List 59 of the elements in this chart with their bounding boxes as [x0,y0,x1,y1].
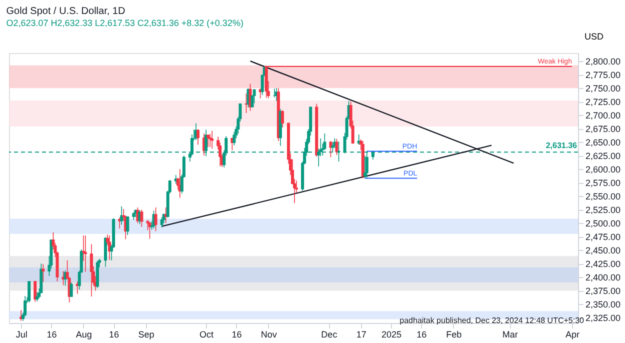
y-axis-title: USD [584,32,604,42]
y-tick-label: 2,750.00 [586,84,621,94]
y-tick-label: 2,700.00 [586,110,621,121]
x-tick-label: Aug [76,330,92,340]
x-tick-label: Dec [321,330,338,340]
x-tick-label: Feb [446,330,462,340]
x-tick-label: Mar [502,330,518,340]
y-tick-label: 2,650.00 [586,138,621,148]
candlestick [90,244,93,297]
x-tick-label: Apr [565,330,580,340]
y-tick-label: 2,600.00 [586,164,621,175]
y-tick-label: 2,575.00 [586,178,621,188]
x-tick-label: Sep [138,330,154,340]
y-tick-label: 2,525.00 [586,205,621,216]
candlestick [96,260,99,288]
y-tick-label: 2,725.00 [586,97,621,108]
candlestick [196,128,200,146]
candlestick [126,216,130,236]
y-tick-label: 2,775.00 [586,70,621,80]
y-tick-label: 2,475.00 [586,232,621,242]
x-tick-label: 16 [46,330,57,340]
candlestick [140,209,144,228]
y-tick-label: 2,325.00 [586,313,621,324]
candlestick [280,110,284,128]
candlestick [154,207,158,232]
candlestick [160,216,164,228]
x-tick-label: 16 [109,330,120,340]
candlestick [36,292,39,302]
x-tick-label: Jul [16,330,28,340]
annotation: padhaitak published, Dec 23, 2024 12:48 UTC+5:30 [400,316,585,325]
candlestick [70,282,73,297]
ref-line-label: 2,631.36 [546,141,578,150]
candlestick [42,264,45,282]
x-tick-label: 2025 [382,330,402,340]
y-tick-label: 2,375.00 [586,286,621,296]
x-tick-label: 16 [416,330,427,340]
y-tick-label: 2,800.00 [586,56,621,67]
y-tick-label: 2,675.00 [586,124,621,134]
y-tick-label: 2,425.00 [586,259,621,270]
candlestick [104,236,108,268]
candlestick [210,130,214,149]
y-tick-label: 2,350.00 [586,300,621,310]
candlestick [34,280,37,302]
y-tick-label: 2,500.00 [586,218,621,229]
y-tick-label: 2,550.00 [586,192,621,202]
chart-title: Gold Spot / U.S. Dollar, 1D [6,6,126,17]
x-tick-label: Nov [260,330,278,340]
y-tick-label: 2,625.00 [586,151,621,162]
candlestick [252,88,256,104]
candlestick [84,235,87,272]
y-tick-label: 2,400.00 [586,272,621,283]
y-tick-label: 2,450.00 [586,246,621,256]
x-tick-label: Oct [200,330,214,340]
x-tick-label: 16 [232,330,242,340]
candlestick [40,263,43,294]
candlestick [248,83,252,112]
candlestick [363,155,366,179]
x-tick-label: 17 [356,330,366,340]
chart-subtitle: O2,623.07 H2,632.33 L2,617.53 C2,631.36 +8.32 (+0.32%) [6,18,244,28]
